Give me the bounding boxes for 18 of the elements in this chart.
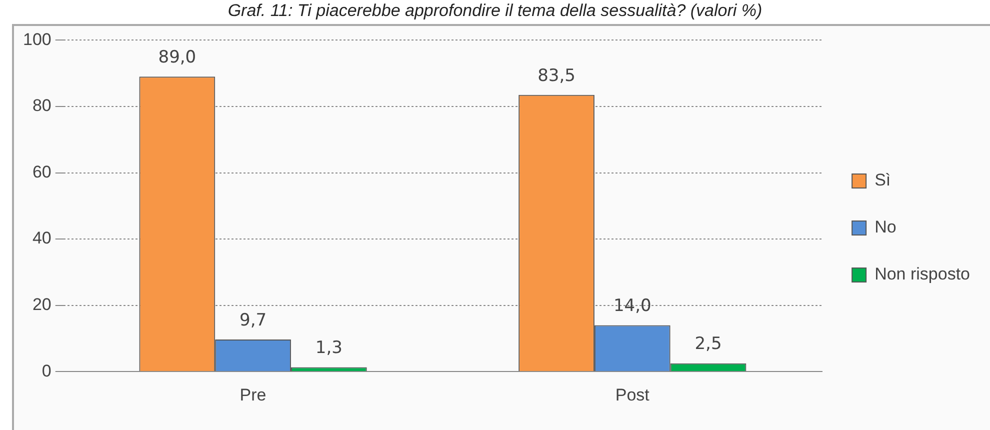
data-label: 83,5 <box>538 66 576 86</box>
y-tick-label: 60 <box>32 162 52 182</box>
data-label: 14,0 <box>613 296 652 316</box>
y-tick-label: 20 <box>32 295 52 314</box>
x-tick-label: Pre <box>240 385 266 404</box>
legend-label: Sì <box>874 170 891 190</box>
data-label: 1,3 <box>315 338 342 358</box>
y-tick-label: 40 <box>32 228 52 248</box>
data-label: 9,7 <box>240 310 267 330</box>
data-label: 89,0 <box>158 48 196 68</box>
x-tick-label: Post <box>615 385 650 404</box>
y-tick-label: 100 <box>22 30 52 49</box>
y-tick-label: 0 <box>42 361 52 380</box>
data-label: 2,5 <box>694 334 722 354</box>
chart-title: Graf. 11: Ti piacerebbe approfondire il tema della sessualità? (valori %) <box>226 0 764 22</box>
legend-label: Non risposto <box>874 264 970 284</box>
legend-label: No <box>874 218 896 237</box>
y-tick-label: 80 <box>32 96 52 116</box>
